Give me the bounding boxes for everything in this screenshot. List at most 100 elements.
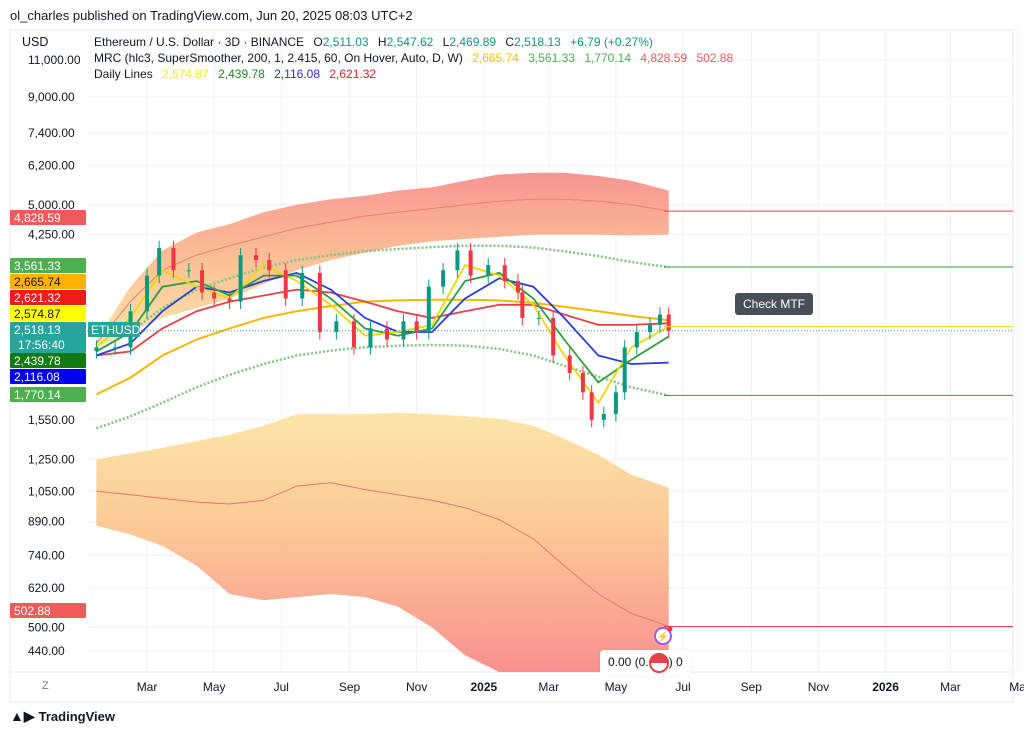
mrc-upper-outer-line: [96, 198, 669, 344]
open-value: O2,511.03: [313, 35, 368, 49]
price-tag-value: 2,574.87: [14, 307, 61, 321]
candle-body: [113, 347, 118, 349]
mrc-mean-value: 2,665.74: [472, 51, 519, 65]
price-tag-bg: [10, 210, 86, 225]
time-tick-label: May: [203, 680, 226, 694]
price-tag-bg: [10, 274, 86, 289]
mrc-upper-band: [96, 172, 669, 348]
candle-body: [536, 317, 541, 319]
price-tick-label: 440.00: [28, 644, 65, 658]
high-label: H: [377, 35, 387, 49]
svg-text:⚡: ⚡: [657, 630, 669, 643]
zoom-reset-button[interactable]: Z: [42, 680, 49, 692]
price-tag-bg: [10, 306, 86, 321]
candle-body: [502, 265, 507, 282]
mrc-lower-inner-value: 1,770.14: [584, 51, 632, 65]
price-tag-bg: [10, 369, 86, 384]
candle-body: [401, 321, 406, 340]
time-tick-label: Jul: [274, 680, 289, 694]
candle-body: [468, 250, 473, 276]
symbol-legend-row[interactable]: Ethereum / U.S. Dollar · 3D · BINANCE O2…: [94, 34, 739, 50]
candle-body: [426, 286, 431, 333]
symbol-tag-bg: [88, 322, 140, 337]
candle-body: [384, 328, 389, 340]
mrc-legend-row[interactable]: MRC (hlc3, SuperSmoother, 200, 1, 2.415,…: [94, 50, 739, 66]
price-tick-label: 7,400.00: [28, 126, 75, 140]
candle-body: [334, 321, 339, 333]
candle-body: [634, 332, 639, 348]
tradingview-logo[interactable]: ▲▶ TradingView: [10, 708, 115, 725]
assistant-icon[interactable]: ⚡: [654, 626, 673, 645]
price-tag-bg: [10, 322, 86, 353]
daily-lines-legend-row[interactable]: Daily Lines 2,574.87 2,439.78 2,116.08 2…: [94, 66, 739, 82]
mrc-upper-inner-line: [95, 244, 669, 353]
close-value: C2,518.13: [505, 35, 560, 49]
time-tick-label: 2025: [470, 680, 497, 694]
low-value: L2,469.89: [443, 35, 496, 49]
candle-body: [186, 270, 191, 272]
candle-body: [94, 347, 99, 352]
candle-body: [589, 392, 594, 420]
tradingview-brand: TradingView: [38, 709, 115, 724]
us-flag-icon[interactable]: [648, 653, 669, 673]
time-tick-label: 2026: [872, 680, 899, 694]
price-tick-label: 890.00: [28, 515, 65, 529]
symbol-tag: ETHUSD: [91, 323, 141, 337]
candle-body: [414, 321, 419, 333]
candle-body: [200, 270, 205, 293]
price-tick-label: 620.00: [28, 581, 65, 595]
plot-area: [94, 172, 671, 672]
candle-body: [520, 292, 525, 318]
price-tag-value: 2,518.13: [14, 323, 61, 337]
daily-yellow-value: 2,574.87: [162, 67, 209, 81]
candle-body: [657, 314, 662, 325]
candle-body: [145, 275, 150, 312]
daily-blue-value: 2,116.08: [274, 67, 320, 81]
price-level-lines: [87, 210, 1013, 627]
open-label: O: [313, 35, 323, 49]
mrc-lower-band: [96, 412, 669, 672]
high-number: 2,547.62: [386, 35, 434, 49]
candle-body: [441, 270, 446, 287]
time-tick-label: Mar: [538, 680, 559, 694]
candle-body: [368, 328, 373, 348]
candle-body: [515, 281, 520, 293]
candle-body: [567, 355, 572, 373]
chart-legend: Ethereum / U.S. Dollar · 3D · BINANCE O2…: [94, 34, 739, 82]
tradingview-logo-icon: ▲▶: [10, 708, 35, 724]
price-tag-value: 2,116.08: [14, 370, 60, 384]
readout-left: 0.00 (0.: [608, 655, 649, 670]
price-tick-label: 1,550.00: [28, 413, 75, 427]
candle-body: [455, 250, 460, 271]
price-tick-label: 9,000.00: [28, 90, 75, 104]
price-tag-bg: [10, 353, 86, 368]
currency-label[interactable]: USD: [22, 35, 49, 49]
time-tick-label: Sep: [741, 680, 763, 694]
price-tag-value: 1,770.14: [14, 388, 61, 402]
price-tag-bg: [10, 603, 86, 618]
high-value: H2,547.62: [378, 35, 433, 49]
price-tick-label: 4,250.00: [28, 228, 75, 242]
time-axis[interactable]: Mar May Jul Sep Nov 2025 Mar May Jul Sep Nov 2026 Ma…: [137, 680, 1024, 694]
price-tag-value: 502.88: [14, 604, 51, 618]
bottom-readout: 0.00 (0. ) 0: [600, 650, 691, 676]
mrc-mean-line: [95, 298, 669, 396]
close-number: 2,518.13: [514, 35, 561, 49]
candle-body: [648, 324, 653, 333]
readout-right: ) 0: [668, 655, 683, 670]
price-tick-label: 1,250.00: [28, 452, 75, 466]
mrc-lower-outer-value: 502.88: [696, 51, 734, 65]
mrc-upper-outer-value: 4,828.59: [640, 51, 688, 65]
candle-body: [551, 317, 556, 356]
price-tick-label: 500.00: [28, 621, 65, 635]
price-axis[interactable]: 11,000.00 9,000.00 7,400.00 6,200.00 5,000.0…: [28, 53, 81, 658]
candle-body: [227, 298, 232, 302]
candle-body: [171, 248, 176, 271]
symbol-title: Ethereum / U.S. Dollar · 3D · BINANCE: [94, 35, 305, 49]
time-tick-label: Sep: [339, 680, 361, 694]
time-tick-label: Jul: [675, 680, 690, 694]
mrc-title: MRC (hlc3, SuperSmoother, 200, 1, 2.415,…: [94, 51, 463, 65]
check-mtf-callout[interactable]: Check MTF: [735, 293, 813, 315]
candle-body: [238, 255, 243, 302]
